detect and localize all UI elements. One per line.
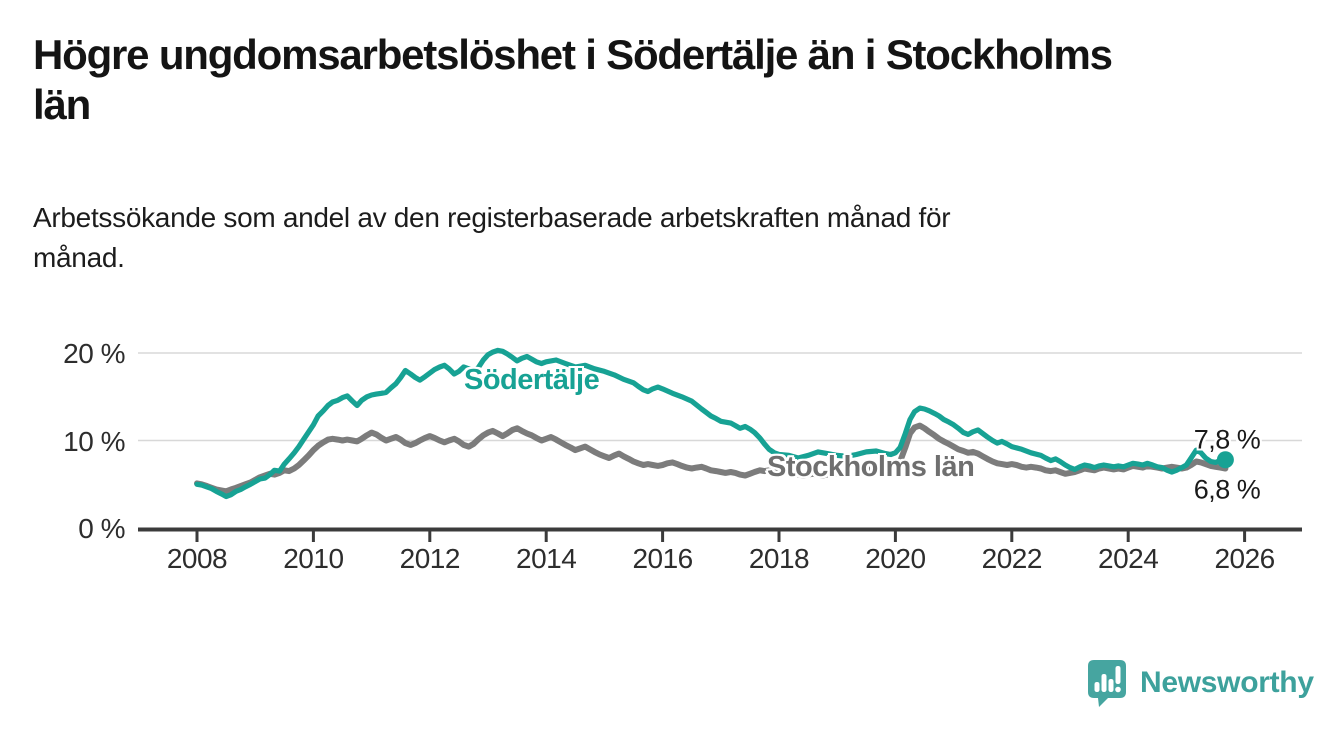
series-label-sodertalje: Södertälje	[464, 364, 600, 396]
x-tick-label-2008: 2008	[166, 543, 228, 574]
end-value-label-stockholms-lan: 6,8 %	[1193, 474, 1261, 505]
series-label-stockholms-lan: Stockholms län	[767, 451, 975, 483]
x-tick-label-2026: 2026	[1214, 543, 1275, 574]
y-tick-label-20: 20 %	[63, 338, 125, 369]
x-tick-label-2016: 2016	[632, 543, 693, 574]
newsworthy-logo-text: Newsworthy	[1140, 666, 1314, 699]
series-line-stockholms-lan	[194, 422, 1229, 495]
page-title-line-2: län	[33, 81, 91, 128]
chart-subtitle-line-2: månad.	[33, 242, 125, 273]
series-line-sodertalje	[194, 347, 1229, 500]
x-tick-label-2022: 2022	[981, 543, 1043, 574]
page-title-line-1: Högre ungdomsarbetslöshet i Södertälje ä…	[33, 31, 1113, 78]
chart-subtitle-line-1: Arbetssökande som andel av den registerb…	[33, 202, 951, 233]
end-value-label-sodertalje: 7,8 %	[1193, 424, 1261, 455]
newsworthy-logo[interactable]: Newsworthy	[1086, 658, 1314, 708]
y-tick-label-10: 10 %	[63, 426, 125, 457]
x-tick-label-2010: 2010	[283, 543, 344, 574]
page-title: Högre ungdomsarbetslöshet i Södertälje ä…	[33, 30, 1323, 130]
series-end-dot-sodertalje	[1216, 451, 1234, 469]
x-tick-label-2018: 2018	[748, 543, 810, 574]
x-tick-label-2024: 2024	[1098, 543, 1159, 574]
y-tick-label-0: 0 %	[78, 513, 125, 544]
x-tick-label-2020: 2020	[865, 543, 926, 574]
x-tick-label-2012: 2012	[399, 543, 461, 574]
newsworthy-speech-bubble-chart-icon	[1088, 660, 1126, 707]
x-tick-label-2014: 2014	[516, 543, 577, 574]
chart-subtitle: Arbetssökande som andel av den registerb…	[33, 198, 1253, 278]
